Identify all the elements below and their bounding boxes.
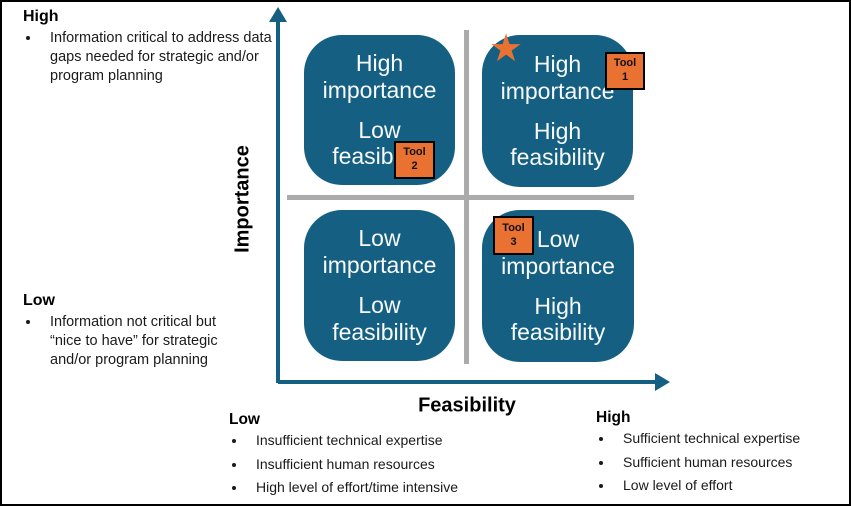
tool-1-marker: Tool 1 xyxy=(605,52,645,90)
importance-high-bullet-list: Information critical to address data gap… xyxy=(23,29,275,86)
bullet-item: Insufficient technical expertise xyxy=(247,432,539,450)
bullet-item: Sufficient technical expertise xyxy=(614,430,846,448)
quadrant-low-importance-low-feasibility: Low importance Low feasibility xyxy=(304,210,455,361)
importance-axis-arrowhead-icon xyxy=(269,7,287,22)
quadrant-importance-text: High importance xyxy=(500,50,615,104)
tool-number: 2 xyxy=(411,160,418,172)
importance-high-annotation: High Information critical to address dat… xyxy=(23,8,275,91)
quadrant-high-importance-high-feasibility: High importance High feasibility xyxy=(482,35,633,187)
importance-axis-label: Importance xyxy=(231,145,254,253)
bullet-text: Insufficient technical expertise xyxy=(256,432,443,448)
tool-number: 1 xyxy=(621,71,629,83)
quadrant-feasibility-text: High feasibility xyxy=(510,292,606,346)
star-icon: ★ xyxy=(489,28,524,70)
feasibility-low-annotation: Low Insufficient technical expertise Ins… xyxy=(229,411,539,503)
tool-label: Tool xyxy=(403,146,426,159)
feasibility-low-heading: Low xyxy=(229,411,260,428)
tool-2-marker: Tool 2 xyxy=(394,141,435,179)
tool-number: 3 xyxy=(510,235,517,248)
importance-low-bullet-list: Information not critical but “nice to ha… xyxy=(23,313,247,370)
bullet-item: Information critical to address data gap… xyxy=(41,29,275,86)
quadrant-importance-text: High importance xyxy=(322,49,437,103)
bullet-item: Low level of effort xyxy=(614,477,846,495)
importance-high-heading: High xyxy=(23,8,59,25)
quadrant-importance-text: Low importance xyxy=(501,225,615,279)
importance-axis-line xyxy=(276,18,280,383)
feasibility-high-annotation: High Sufficient technical expertise Suff… xyxy=(596,409,846,501)
feasibility-high-bullet-list: Sufficient technical expertise Sufficien… xyxy=(596,430,846,495)
bullet-item: Insufficient human resources xyxy=(247,456,539,474)
bullet-text: High level of effort/time intensive xyxy=(256,479,459,495)
quadrant-divider-horizontal xyxy=(287,195,634,200)
feasibility-low-bullet-list: Insufficient technical expertise Insuffi… xyxy=(229,432,539,497)
bullet-text: Sufficient technical expertise xyxy=(623,430,801,446)
tool-label: Tool xyxy=(502,221,525,234)
tool-3-marker: Tool 3 xyxy=(493,216,534,255)
bullet-item: Sufficient human resources xyxy=(614,454,846,472)
feasibility-axis-arrowhead-icon xyxy=(655,373,670,391)
bullet-text: Sufficient human resources xyxy=(623,453,793,470)
importance-low-annotation: Low Information not critical but “nice t… xyxy=(23,292,247,375)
feasibility-axis-label: Feasibility xyxy=(418,394,516,417)
quadrant-importance-text: Low importance xyxy=(322,225,437,279)
feasibility-high-heading: High xyxy=(596,409,631,426)
bullet-text: Information critical to address data gap… xyxy=(50,30,272,85)
bullet-text: Insufficient human resources xyxy=(256,455,435,472)
quadrant-feasibility-text: High feasibility xyxy=(510,117,605,171)
importance-low-heading: Low xyxy=(23,292,55,309)
bullet-item: High level of effort/time intensive xyxy=(247,479,539,497)
quadrant-feasibility-text: Low feasibility xyxy=(332,292,427,345)
bullet-text: Information not critical but “nice to ha… xyxy=(50,314,218,369)
bullet-item: Information not critical but “nice to ha… xyxy=(41,313,247,370)
quadrant-high-importance-low-feasibility: High importance Low feasibility xyxy=(304,35,455,185)
feasibility-axis-line xyxy=(278,380,658,384)
tool-label: Tool xyxy=(613,57,637,70)
bullet-text: Low level of effort xyxy=(623,477,733,493)
